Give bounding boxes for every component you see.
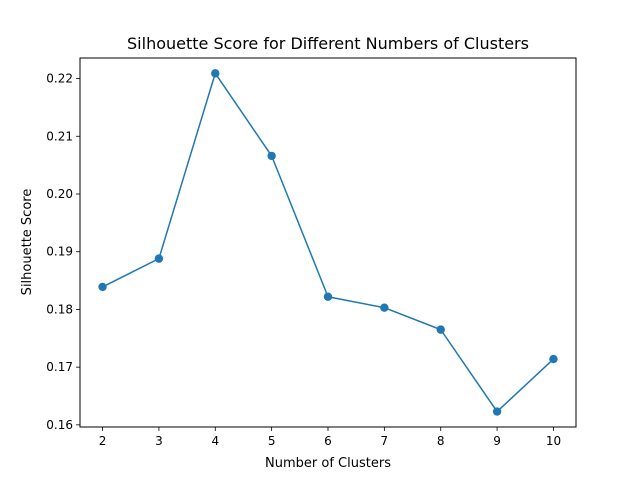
x-tick-label: 2 <box>99 434 107 448</box>
y-tick-label: 0.17 <box>46 360 73 374</box>
data-point <box>98 283 106 291</box>
chart-title: Silhouette Score for Different Numbers o… <box>127 34 529 53</box>
y-axis-label: Silhouette Score <box>20 189 35 296</box>
data-point <box>493 407 501 415</box>
x-tick-label: 9 <box>493 434 501 448</box>
data-point <box>211 69 219 77</box>
x-tick-label: 3 <box>155 434 163 448</box>
data-point <box>324 293 332 301</box>
data-point <box>267 152 275 160</box>
data-point <box>155 254 163 262</box>
y-tick-label: 0.22 <box>46 72 73 86</box>
x-tick-label: 6 <box>324 434 332 448</box>
y-tick-label: 0.20 <box>46 187 73 201</box>
y-tick-label: 0.18 <box>46 302 73 316</box>
x-tick-label: 4 <box>211 434 219 448</box>
x-tick-label: 5 <box>268 434 276 448</box>
x-tick-label: 10 <box>546 434 561 448</box>
y-tick-label: 0.16 <box>46 418 73 432</box>
data-point <box>380 303 388 311</box>
y-tick-label: 0.21 <box>46 129 73 143</box>
x-axis-label: Number of Clusters <box>265 456 391 471</box>
x-tick-label: 7 <box>381 434 389 448</box>
data-point <box>437 325 445 333</box>
x-tick-label: 8 <box>437 434 445 448</box>
data-point <box>549 355 557 363</box>
y-tick-label: 0.19 <box>46 245 73 259</box>
